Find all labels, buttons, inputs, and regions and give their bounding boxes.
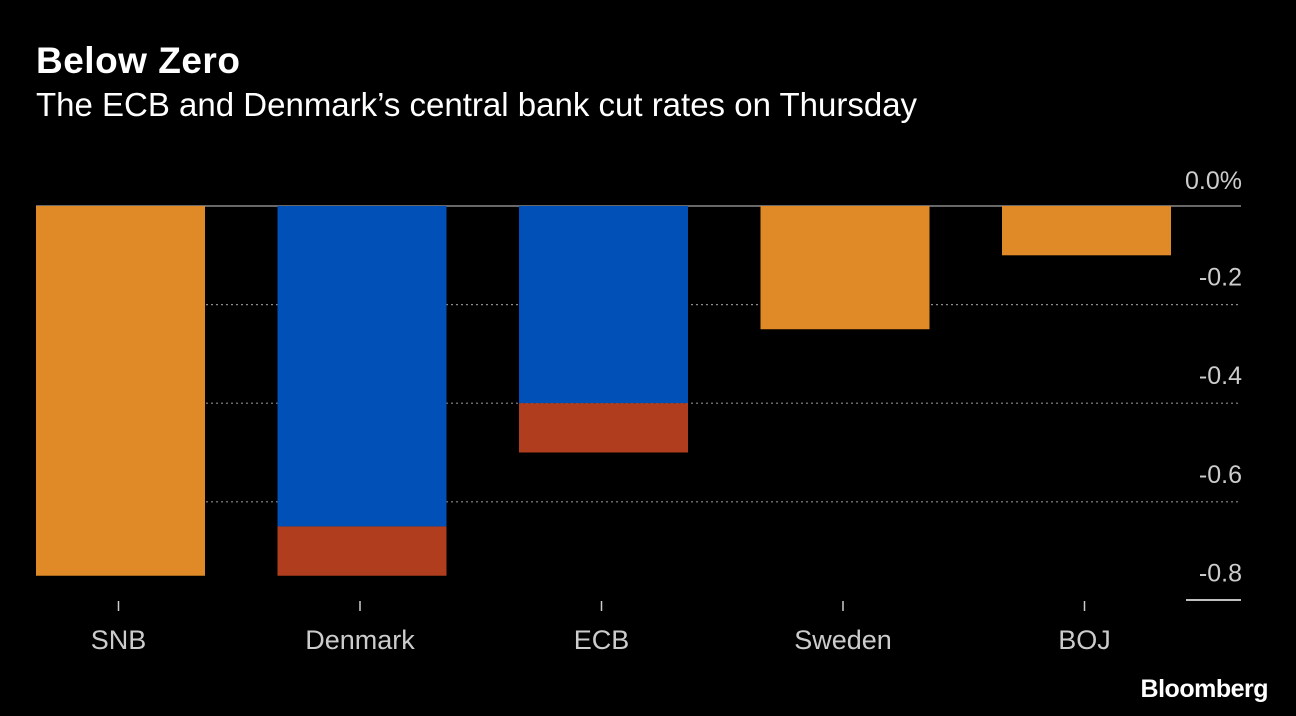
y-tick-label: -0.6 xyxy=(1199,461,1242,489)
bar-sweden xyxy=(760,206,930,330)
x-tick-label: SNB xyxy=(91,625,147,655)
bloomberg-logo: Bloomberg xyxy=(1140,675,1269,703)
bar-ecb-cut xyxy=(519,403,688,453)
chart-subtitle: The ECB and Denmark’s central bank cut r… xyxy=(36,86,918,123)
bar-snb xyxy=(36,206,205,576)
bar-denmark xyxy=(277,206,447,527)
x-tick-label: Denmark xyxy=(305,625,415,655)
y-tick-label: 0.0% xyxy=(1185,167,1242,195)
x-tick-label: ECB xyxy=(574,625,630,655)
y-tick-label: -0.2 xyxy=(1199,264,1242,292)
y-tick-label: -0.8 xyxy=(1199,559,1242,587)
x-tick-label: Sweden xyxy=(794,625,892,655)
bar-boj xyxy=(1002,206,1171,256)
bar-denmark-cut xyxy=(277,526,447,576)
bar-ecb xyxy=(519,206,688,404)
chart-title: Below Zero xyxy=(36,40,241,81)
x-tick-label: BOJ xyxy=(1058,625,1111,655)
y-tick-label: -0.4 xyxy=(1199,362,1242,390)
